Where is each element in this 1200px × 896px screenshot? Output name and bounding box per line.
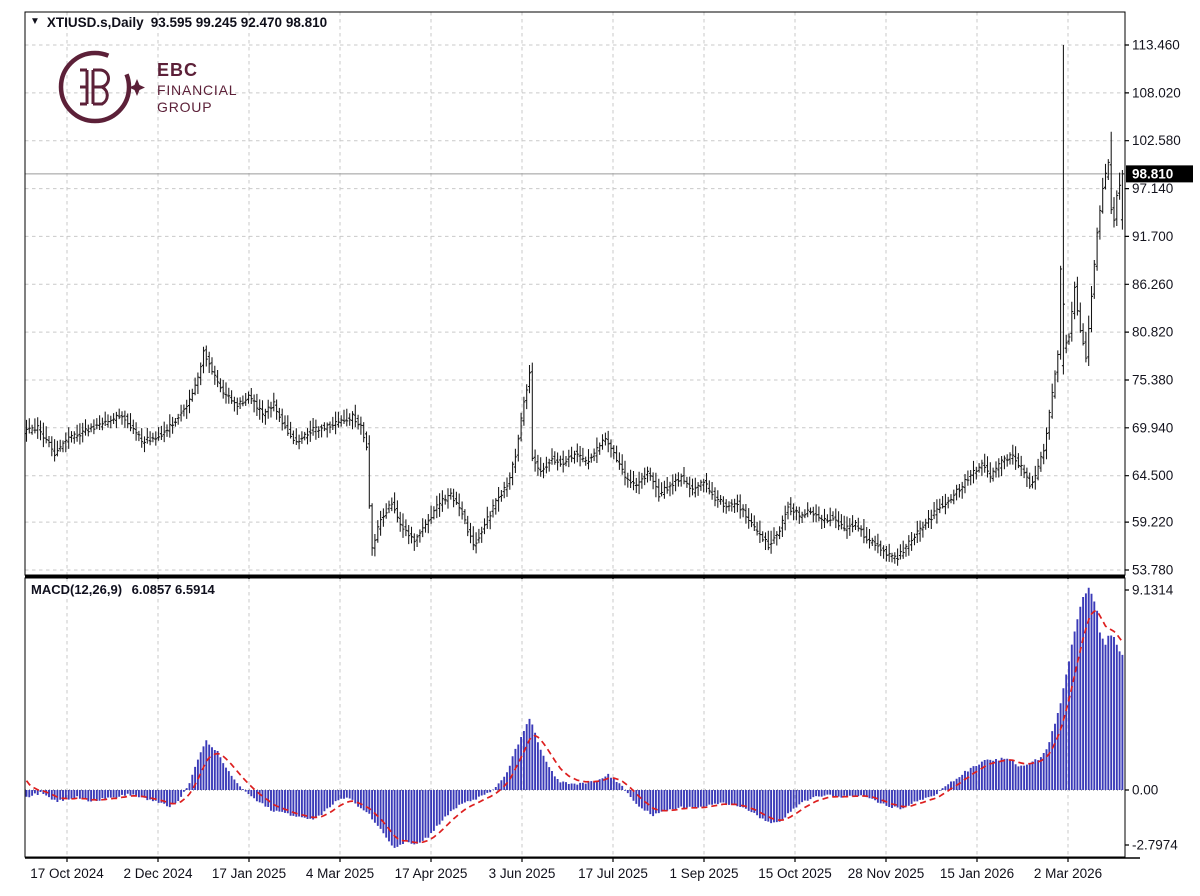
price-ohlc-bars xyxy=(25,45,1124,566)
price-axis-label: 113.460 xyxy=(1132,38,1180,53)
price-axis-label: 80.820 xyxy=(1132,325,1173,340)
macd-panel-border xyxy=(24,577,1126,858)
date-axis-label: 4 Mar 2025 xyxy=(306,866,374,881)
ebc-logo: EBC FINANCIAL GROUP xyxy=(53,47,237,129)
macd-name: MACD(12,26,9) xyxy=(31,582,123,597)
macd-axis-label: 0.00 xyxy=(1132,783,1158,798)
date-axis-label: 1 Sep 2025 xyxy=(669,866,738,881)
logo-line-group: GROUP xyxy=(157,98,213,115)
time-axis-area[interactable] xyxy=(25,859,1125,893)
axis-tick-marks xyxy=(66,44,1129,862)
date-axis-label: 17 Oct 2024 xyxy=(30,866,104,881)
current-price-tag-text: 98.810 xyxy=(1132,166,1173,181)
macd-histogram xyxy=(25,587,1124,848)
date-axis-label: 17 Jan 2025 xyxy=(212,866,286,881)
price-axis-area[interactable] xyxy=(1125,12,1200,857)
price-axis-label: 86.260 xyxy=(1132,277,1173,292)
price-axis-label: 97.140 xyxy=(1132,181,1173,196)
price-axis-label: 102.580 xyxy=(1132,133,1181,148)
grid-lines xyxy=(25,12,1125,857)
macd-signal-line xyxy=(25,610,1124,844)
current-price-tag xyxy=(1126,165,1193,183)
logo-line-financial: FINANCIAL xyxy=(157,81,238,98)
price-axis-label: 53.780 xyxy=(1132,563,1173,578)
symbol-dropdown-icon[interactable]: ▼ xyxy=(30,16,40,27)
macd-axis-label: -2.7974 xyxy=(1132,838,1178,853)
price-axis-label: 59.220 xyxy=(1132,515,1173,530)
main-panel-border xyxy=(24,11,1126,576)
macd-axis-label: 9.1314 xyxy=(1132,583,1174,598)
macd-indicator-label: MACD(12,26,9) 6.0857 6.5914 xyxy=(31,582,215,597)
date-axis-label: 17 Apr 2025 xyxy=(395,866,468,881)
logo-line-ebc: EBC xyxy=(157,59,199,80)
date-axis-label: 17 Jul 2025 xyxy=(578,866,648,881)
date-axis-label: 3 Jun 2025 xyxy=(489,866,556,881)
price-axis-label: 75.380 xyxy=(1132,372,1173,387)
price-axis-label: 91.700 xyxy=(1132,229,1173,244)
price-axis-label: 64.500 xyxy=(1132,468,1173,483)
date-axis-label: 15 Jan 2026 xyxy=(940,866,1014,881)
price-axis-label: 69.940 xyxy=(1132,420,1173,435)
ohlc-values-label: 93.595 99.245 92.470 98.810 xyxy=(150,15,328,30)
price-axis-label: 108.020 xyxy=(1132,85,1181,100)
macd-panel-area[interactable] xyxy=(25,578,1125,857)
symbol-period-label: XTIUSD.s,Daily xyxy=(46,15,144,30)
date-axis-label: 2 Dec 2024 xyxy=(123,866,193,881)
date-axis-label: 2 Mar 2026 xyxy=(1034,866,1102,881)
date-axis-label: 28 Nov 2025 xyxy=(848,866,925,881)
chart-title-bar: ▼ XTIUSD.s,Daily 93.595 99.245 92.470 98… xyxy=(30,15,327,30)
ebc-logo-monogram-icon xyxy=(58,50,145,124)
date-axis-label: 15 Oct 2025 xyxy=(758,866,832,881)
ebc-logo-text: EBC FINANCIAL GROUP xyxy=(157,60,237,116)
macd-values: 6.0857 6.5914 xyxy=(131,582,215,597)
